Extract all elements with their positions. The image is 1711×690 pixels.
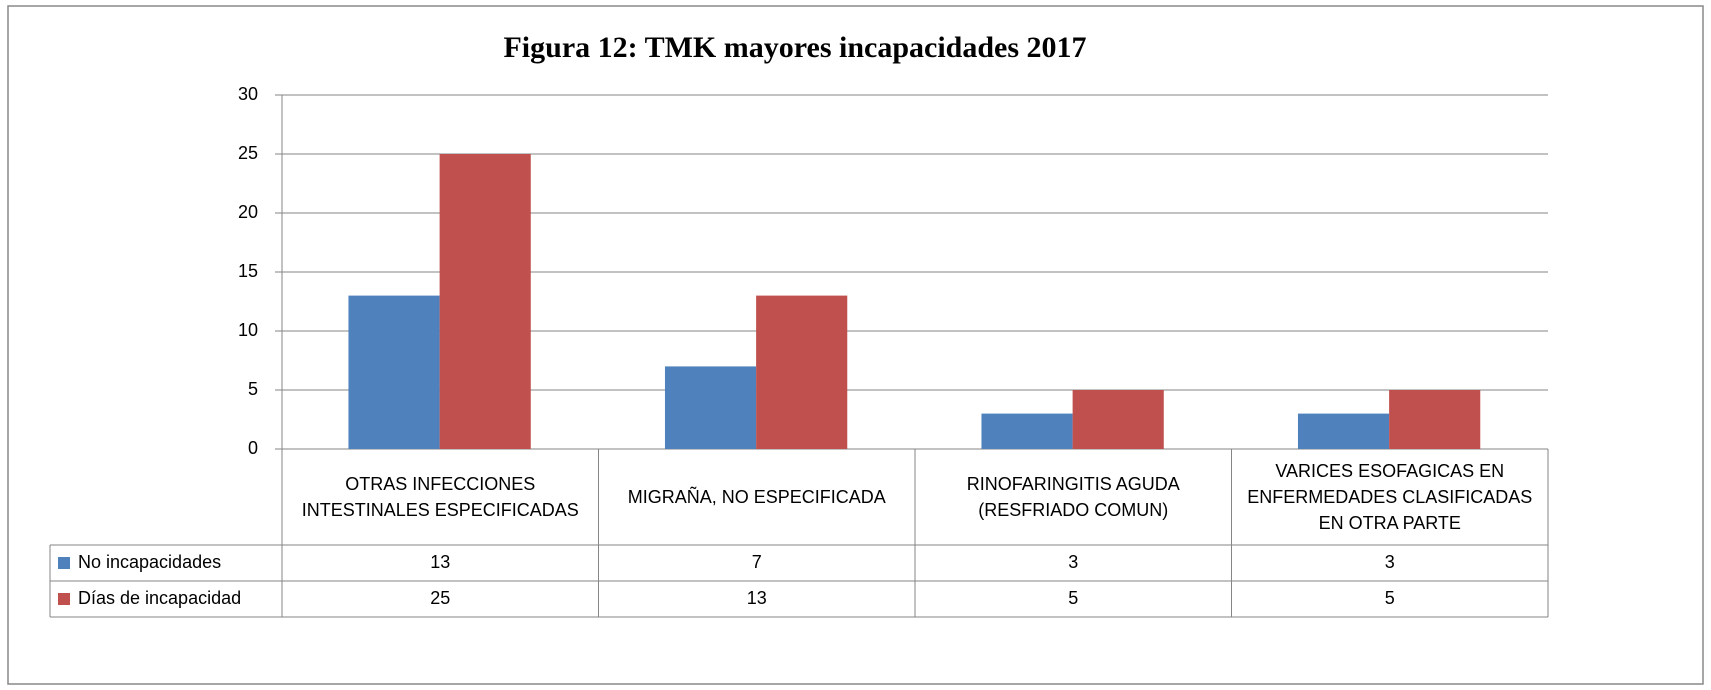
legend-label: Días de incapacidad	[78, 588, 241, 608]
y-tick-label: 20	[238, 202, 258, 222]
table-value: 7	[752, 552, 762, 572]
chart-border	[7, 5, 1704, 685]
bar	[1389, 390, 1481, 449]
y-tick-label: 5	[248, 379, 258, 399]
table-value: 25	[430, 588, 450, 608]
y-tick-label: 30	[238, 84, 258, 104]
chart-title: Figura 12: TMK mayores incapacidades 201…	[503, 31, 1086, 64]
bar	[664, 366, 757, 449]
bar	[1297, 413, 1390, 449]
legend-label: No incapacidades	[78, 552, 221, 572]
table-value: 5	[1068, 588, 1078, 608]
table-value: 13	[747, 588, 767, 608]
bar	[1072, 390, 1164, 449]
bar	[756, 295, 848, 449]
bar	[439, 154, 531, 449]
x-tick-label: RINOFARINGITIS AGUDA (RESFRIADO COMUN)	[966, 474, 1180, 520]
table-value: 13	[430, 552, 450, 572]
y-tick-label: 10	[238, 320, 258, 340]
y-tick-label: 25	[238, 143, 258, 163]
x-tick-label: OTRAS INFECCIONES INTESTINALES ESPECIFIC…	[301, 474, 579, 520]
x-tick-label: MIGRAÑA, NO ESPECIFICADA	[627, 487, 886, 507]
table-value: 3	[1068, 552, 1078, 572]
legend-key	[58, 557, 70, 569]
legend-key	[58, 593, 70, 605]
table-value: 5	[1385, 588, 1395, 608]
table-value: 3	[1385, 552, 1395, 572]
bar	[981, 413, 1073, 449]
y-tick-label: 0	[248, 438, 258, 458]
x-tick-label: VARICES ESOFAGICAS EN ENFERMEDADES CLASI…	[1247, 461, 1533, 533]
bar	[348, 295, 440, 449]
y-tick-label: 15	[238, 261, 258, 281]
